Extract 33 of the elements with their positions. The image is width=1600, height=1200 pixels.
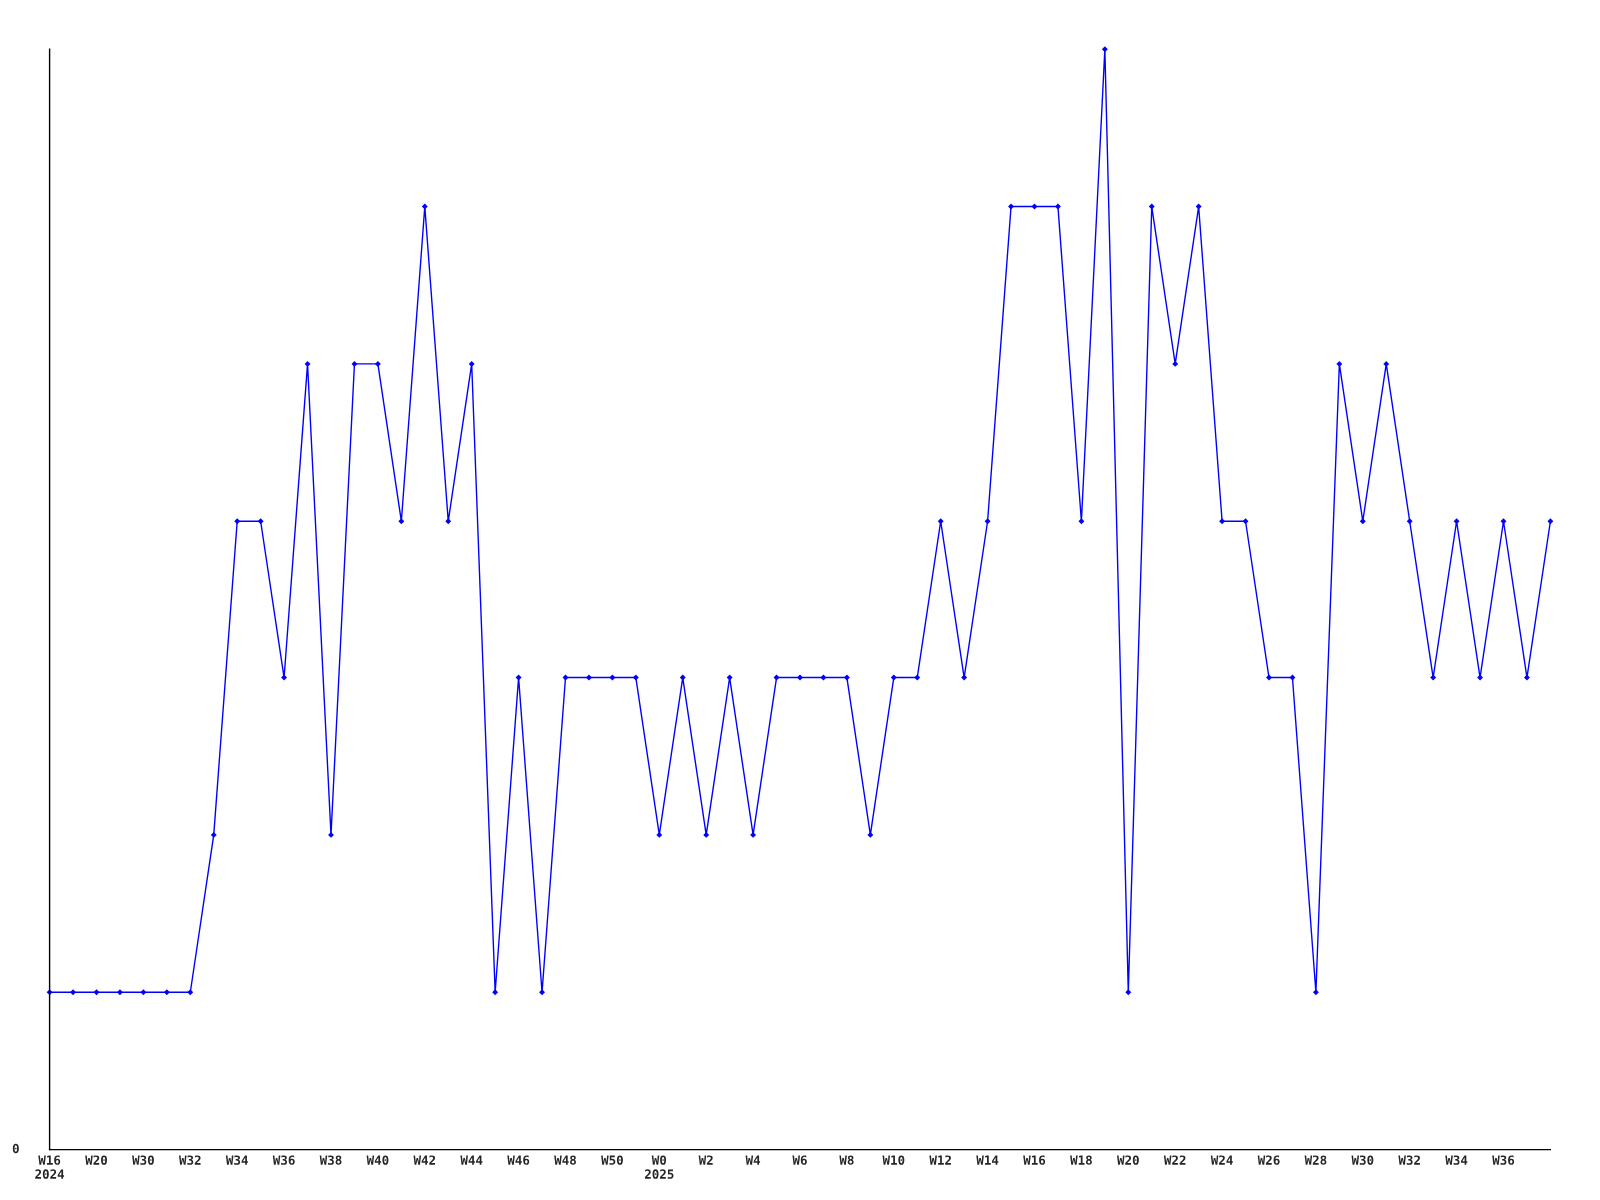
x-tick-label: W12 [929,1155,951,1165]
x-tick-label: W34 [1445,1155,1468,1165]
x-tick-label: W16 [1023,1155,1046,1165]
x-tick-label: W48 [554,1155,576,1165]
x-tick-label: W40 [366,1155,389,1165]
x-tick-label: W20 [1117,1155,1139,1165]
x-tick-label: W34 [225,1155,248,1165]
x-tick-label: W32 [1398,1155,1420,1165]
x-tick-label: W36 [1492,1155,1515,1165]
x-tick-label: W50 [601,1155,623,1165]
x-tick-label: W22 [1163,1155,1186,1165]
x-tick-label: W44 [460,1155,483,1165]
x-tick-label: W24 [1210,1155,1233,1165]
x-tick-label: W14 [976,1155,999,1165]
x-tick-label: W38 [319,1155,342,1165]
x-tick-label: W42 [413,1155,436,1165]
x-tick-label: W20 [85,1155,108,1165]
x-tick-label: W16 2024 [35,1155,65,1179]
x-tick-label: W8 [839,1155,854,1165]
x-tick-label: W36 [272,1155,295,1165]
x-tick-label: W28 [1304,1155,1327,1165]
text: 0 [12,1143,19,1154]
x-tick-label: W4 [745,1155,761,1165]
x-tick-label: W30 [132,1155,154,1165]
x-tick-label: W6 [792,1155,807,1165]
x-tick-label: W0 2025 [644,1155,674,1179]
x-tick-label: W26 [1257,1155,1280,1165]
x-tick-label: W32 [179,1155,201,1165]
x-tick-label: W30 [1351,1155,1374,1165]
x-tick-label: W46 [507,1155,530,1165]
x-tick-label: W2 [698,1155,713,1165]
x-tick-label: W18 [1070,1155,1092,1165]
x-tick-label: W10 [882,1155,905,1165]
